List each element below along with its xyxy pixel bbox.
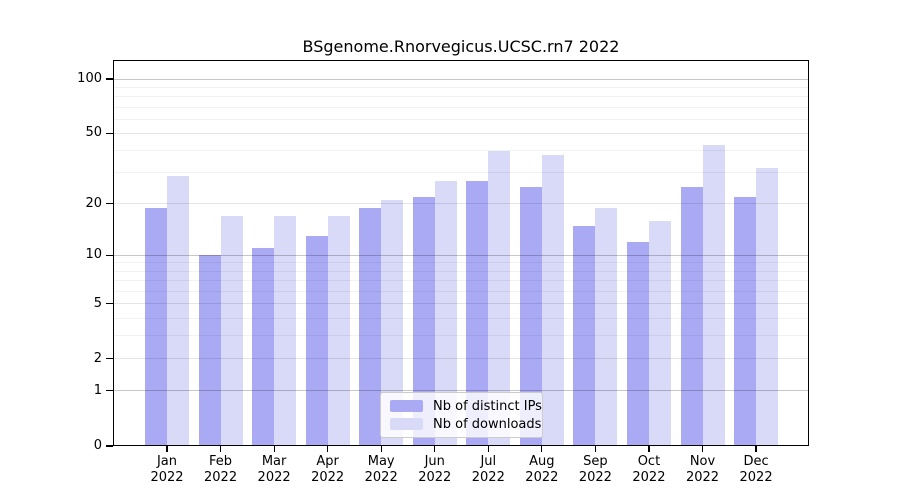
x-tick-nov bbox=[701, 446, 704, 452]
x-tick-label-may: May 2022 bbox=[364, 454, 398, 485]
chart-title: BSgenome.Rnorvegicus.UCSC.rn7 2022 bbox=[302, 37, 620, 56]
x-tick-label-oct: Oct 2022 bbox=[632, 454, 666, 485]
y-tick-100 bbox=[106, 78, 113, 80]
bar-downloads-nov bbox=[702, 145, 725, 446]
x-tick-label-dec: Dec 2022 bbox=[739, 454, 773, 485]
bar-downloads-jun bbox=[434, 181, 457, 446]
y-tick-0 bbox=[106, 445, 113, 447]
x-tick-aug bbox=[541, 446, 543, 452]
y-tick-label-0: 0 bbox=[93, 438, 102, 453]
y-tick-label-2: 2 bbox=[93, 350, 102, 366]
gridline-4 bbox=[113, 317, 809, 319]
gridline-100 bbox=[113, 78, 809, 80]
y-tick-label-5: 5 bbox=[93, 295, 102, 311]
x-tick-jan bbox=[166, 446, 168, 452]
x-tick-dec bbox=[755, 446, 757, 452]
y-tick-10 bbox=[106, 254, 113, 256]
x-tick-label-jun: Jun 2022 bbox=[418, 454, 452, 485]
bar-distinct-ips-nov bbox=[680, 186, 703, 446]
x-tick-oct bbox=[648, 446, 650, 452]
bar-downloads-jan bbox=[167, 175, 189, 446]
y-tick-20 bbox=[106, 203, 113, 205]
gridline-50 bbox=[113, 132, 809, 134]
gridline-1 bbox=[113, 390, 809, 392]
gridline-40 bbox=[113, 150, 809, 152]
bar-downloads-jul bbox=[488, 150, 511, 446]
gridline-10 bbox=[113, 254, 809, 256]
gridline-30 bbox=[113, 172, 809, 174]
y-tick-2 bbox=[106, 358, 113, 360]
bar-distinct-ips-may bbox=[359, 207, 382, 446]
bar-distinct-ips-feb bbox=[198, 255, 221, 446]
bar-distinct-ips-sep bbox=[573, 225, 596, 446]
x-tick-label-jan: Jan 2022 bbox=[150, 454, 184, 485]
y-tick-label-50: 50 bbox=[85, 125, 102, 141]
x-tick-jun bbox=[434, 446, 436, 452]
bars-layer bbox=[113, 60, 809, 446]
bar-downloads-may bbox=[381, 200, 404, 446]
bar-distinct-ips-jan bbox=[145, 207, 167, 446]
x-tick-mar bbox=[273, 446, 275, 452]
legend-item-distinct-ips: Nb of distinct IPs bbox=[390, 399, 542, 414]
gridline-20 bbox=[113, 203, 809, 205]
bar-distinct-ips-aug bbox=[519, 186, 542, 446]
x-tick-label-jul: Jul 2022 bbox=[471, 454, 505, 485]
legend-item-downloads: Nb of downloads bbox=[390, 417, 541, 432]
gridline-90 bbox=[113, 86, 809, 88]
y-tick-label-1: 1 bbox=[93, 382, 102, 398]
bar-downloads-oct bbox=[648, 220, 671, 446]
y-tick-1 bbox=[106, 390, 113, 392]
y-tick-label-20: 20 bbox=[85, 195, 102, 211]
bar-downloads-mar bbox=[274, 216, 297, 446]
x-tick-feb bbox=[219, 446, 222, 452]
bar-distinct-ips-oct bbox=[626, 242, 649, 446]
gridline-3 bbox=[113, 335, 809, 337]
bar-distinct-ips-apr bbox=[305, 236, 328, 446]
gridline-6 bbox=[113, 290, 809, 292]
x-tick-label-sep: Sep 2022 bbox=[578, 454, 612, 485]
plot-area: Nb of distinct IPs Nb of downloads bbox=[113, 60, 809, 446]
gridline-9 bbox=[113, 262, 809, 264]
x-tick-apr bbox=[327, 446, 329, 452]
x-tick-label-aug: Aug 2022 bbox=[525, 454, 559, 485]
bar-distinct-ips-jul bbox=[466, 181, 489, 446]
y-tick-5 bbox=[106, 302, 113, 305]
bar-downloads-sep bbox=[595, 207, 618, 446]
legend-swatch-downloads bbox=[390, 418, 423, 430]
gridline-60 bbox=[113, 118, 809, 120]
gridline-7 bbox=[113, 280, 809, 282]
y-tick-50 bbox=[106, 132, 113, 134]
y-tick-label-10: 10 bbox=[85, 247, 102, 263]
bar-downloads-apr bbox=[327, 216, 350, 446]
x-tick-label-feb: Feb 2022 bbox=[204, 454, 238, 485]
x-tick-label-apr: Apr 2022 bbox=[311, 454, 345, 485]
bar-downloads-aug bbox=[541, 154, 564, 446]
bar-distinct-ips-mar bbox=[252, 248, 275, 446]
bar-downloads-dec bbox=[756, 167, 779, 446]
y-tick-label-100: 100 bbox=[77, 71, 102, 86]
gridline-5 bbox=[113, 303, 809, 305]
bar-distinct-ips-jun bbox=[412, 196, 435, 446]
x-tick-label-nov: Nov 2022 bbox=[685, 454, 720, 485]
x-tick-may bbox=[380, 446, 382, 452]
bar-downloads-feb bbox=[220, 216, 243, 446]
gridline-70 bbox=[113, 106, 809, 108]
bar-distinct-ips-dec bbox=[734, 196, 757, 446]
grid-layer bbox=[113, 60, 809, 446]
x-tick-label-mar: Mar 2022 bbox=[257, 454, 291, 485]
legend: Nb of distinct IPs Nb of downloads bbox=[380, 392, 543, 438]
x-tick-jul bbox=[487, 446, 489, 452]
legend-label-distinct-ips: Nb of distinct IPs bbox=[433, 398, 542, 414]
gridline-2 bbox=[113, 358, 809, 360]
x-tick-sep bbox=[594, 446, 596, 452]
legend-label-downloads: Nb of downloads bbox=[433, 416, 542, 432]
gridline-8 bbox=[113, 270, 809, 272]
gridline-80 bbox=[113, 96, 809, 98]
legend-swatch-distinct-ips bbox=[390, 400, 423, 412]
